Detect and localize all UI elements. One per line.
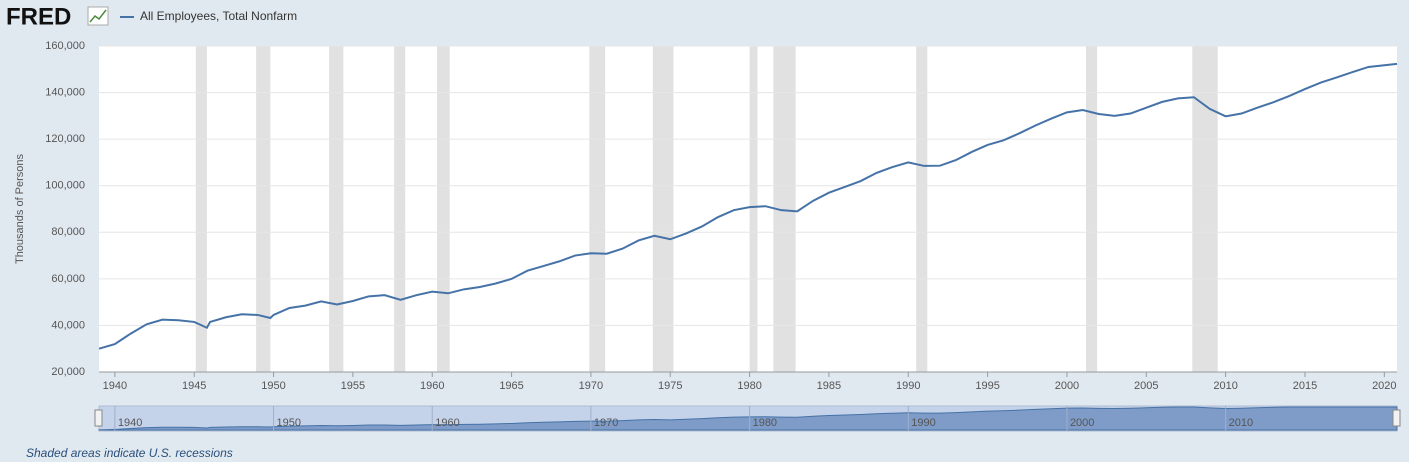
x-tick-label: 1985 [817, 380, 841, 392]
y-tick-label: 60,000 [51, 273, 85, 285]
x-tick-label: 2020 [1372, 380, 1396, 392]
y-tick-label: 80,000 [51, 226, 85, 238]
recession-band [749, 46, 758, 372]
navigator-tick-label: 1960 [435, 417, 459, 429]
recession-band [436, 46, 450, 372]
x-tick-label: 1990 [896, 380, 920, 392]
recession-band [652, 46, 674, 372]
footnote: Shaded areas indicate U.S. recessions [26, 446, 233, 460]
y-tick-label: 40,000 [51, 319, 85, 331]
x-tick-label: 2015 [1293, 380, 1317, 392]
navigator-tick-label: 1940 [118, 417, 142, 429]
recession-band [916, 46, 928, 372]
navigator-tick-label: 2000 [1070, 417, 1094, 429]
legend-label: All Employees, Total Nonfarm [140, 9, 297, 23]
navigator-tick-label: 1950 [277, 417, 301, 429]
x-tick-label: 1950 [261, 380, 285, 392]
navigator-tick-label: 1980 [753, 417, 777, 429]
navigator-tick-label: 1970 [594, 417, 618, 429]
plot-area [99, 46, 1397, 372]
x-tick-label: 2005 [1134, 380, 1158, 392]
x-tick-label: 2000 [1055, 380, 1079, 392]
logo-icon [87, 6, 109, 26]
navigator-handle[interactable] [1392, 409, 1401, 427]
navigator-tick-label: 1990 [911, 417, 935, 429]
x-tick-label: 1960 [420, 380, 444, 392]
x-tick-label: 1965 [499, 380, 523, 392]
y-tick-label: 20,000 [51, 366, 85, 378]
x-tick-label: 1940 [103, 380, 127, 392]
recession-band [773, 46, 796, 372]
logo: FRED [6, 3, 71, 30]
recession-band [394, 46, 406, 372]
y-tick-label: 120,000 [45, 133, 85, 145]
x-tick-label: 2010 [1213, 380, 1237, 392]
recession-band [1085, 46, 1098, 372]
x-tick-label: 1945 [182, 380, 206, 392]
y-tick-label: 100,000 [45, 180, 85, 192]
recession-band [195, 46, 207, 372]
recession-band [329, 46, 344, 372]
x-tick-label: 1975 [658, 380, 682, 392]
recession-band [589, 46, 606, 372]
x-tick-label: 1955 [341, 380, 365, 392]
x-tick-label: 1970 [579, 380, 603, 392]
recession-band [1192, 46, 1218, 372]
y-axis-title: Thousands of Persons [14, 153, 26, 264]
y-tick-label: 140,000 [45, 86, 85, 98]
series-line [98, 62, 1398, 350]
navigator-handle[interactable] [94, 409, 103, 427]
x-tick-label: 1980 [737, 380, 761, 392]
navigator-tick-label: 2010 [1229, 417, 1253, 429]
x-tick-label: 1995 [975, 380, 999, 392]
y-tick-label: 160,000 [45, 40, 85, 52]
recession-band [256, 46, 271, 372]
